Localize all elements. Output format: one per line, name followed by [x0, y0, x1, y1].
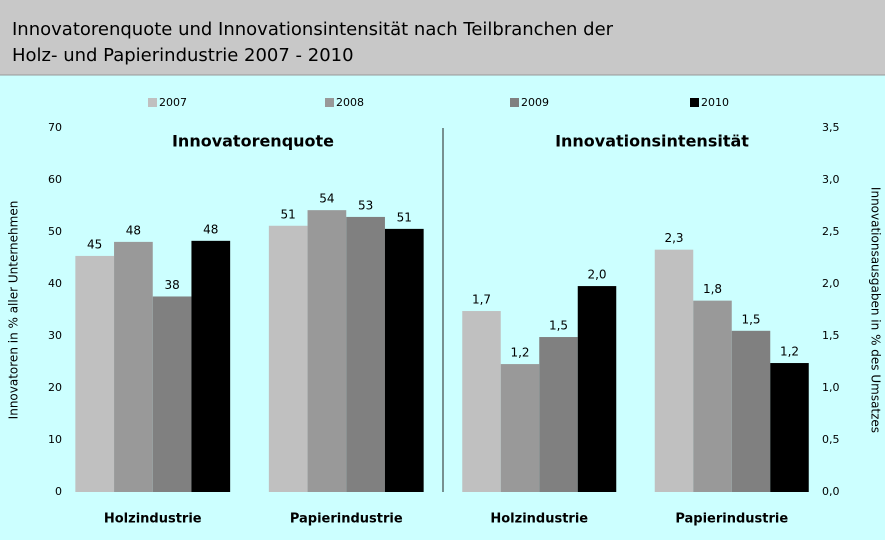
x-tick-label: Papierindustrie: [290, 512, 403, 527]
data-label: 48: [203, 222, 218, 236]
axis-label: Innovationsausgaben in % des Umsatzes: [869, 187, 883, 433]
bar: [500, 364, 540, 492]
data-label: 51: [281, 207, 296, 221]
y-tick-label: 20: [48, 381, 62, 394]
y-tick-label: 60: [48, 173, 62, 186]
data-label: 2,3: [664, 231, 683, 245]
y-tick-label: 70: [48, 121, 62, 134]
bar: [346, 216, 385, 493]
legend-label: 2010: [701, 96, 729, 109]
data-label: 1,7: [472, 293, 491, 307]
legend-label: 2008: [336, 96, 364, 109]
bar: [462, 311, 501, 492]
x-tick-label: Papierindustrie: [675, 512, 788, 527]
data-label: 53: [358, 198, 373, 212]
data-label: 1,2: [780, 345, 799, 359]
y-tick-label: 30: [48, 329, 62, 342]
chart-title: Holz- und Papierindustrie 2007 - 2010: [12, 45, 354, 66]
y-tick-label: 0,5: [822, 433, 840, 446]
y-tick-label: 3,5: [822, 121, 840, 134]
data-label: 54: [319, 192, 334, 206]
bar: [268, 225, 308, 492]
bar: [114, 241, 153, 492]
data-label: 1,2: [510, 346, 529, 360]
bar: [654, 249, 694, 492]
y-tick-label: 40: [48, 277, 62, 290]
chart-title: Innovatorenquote und Innovationsintensit…: [12, 19, 614, 40]
bar: [191, 240, 231, 492]
data-label: 51: [397, 210, 412, 224]
bar: [307, 210, 347, 492]
y-tick-label: 1,5: [822, 329, 840, 342]
bar: [75, 255, 115, 492]
bar: [693, 300, 732, 492]
y-tick-label: 1,0: [822, 381, 840, 394]
x-tick-label: Holzindustrie: [490, 512, 588, 527]
axis-label: Innovatoren in % aller Unternehmen: [7, 201, 21, 420]
data-label: 45: [87, 237, 102, 251]
y-tick-label: 3,0: [822, 173, 840, 186]
data-label: 1,8: [703, 282, 722, 296]
legend-label: 2007: [159, 96, 187, 109]
legend-label: 2009: [521, 96, 549, 109]
bar: [539, 337, 578, 492]
bar: [577, 286, 617, 492]
y-tick-label: 2,5: [822, 225, 840, 238]
data-label: 2,0: [587, 268, 606, 282]
y-tick-label: 0: [55, 485, 62, 498]
bar: [384, 228, 424, 492]
data-label: 1,5: [741, 312, 760, 326]
data-label: 38: [164, 278, 179, 292]
bar: [152, 296, 192, 492]
panel-title: Innovatorenquote: [172, 132, 334, 151]
x-tick-label: Holzindustrie: [104, 512, 202, 527]
legend-swatch: [690, 98, 699, 107]
data-label: 48: [126, 223, 141, 237]
bar: [770, 363, 809, 492]
data-label: 1,5: [549, 319, 568, 333]
panel-title: Innovationsintensität: [555, 132, 749, 151]
header: [0, 0, 885, 75]
y-tick-label: 0,0: [822, 485, 840, 498]
bar: [731, 330, 771, 492]
y-tick-label: 50: [48, 225, 62, 238]
y-tick-label: 2,0: [822, 277, 840, 290]
legend-swatch: [325, 98, 334, 107]
y-tick-label: 10: [48, 433, 62, 446]
legend-swatch: [148, 98, 157, 107]
legend-swatch: [510, 98, 519, 107]
